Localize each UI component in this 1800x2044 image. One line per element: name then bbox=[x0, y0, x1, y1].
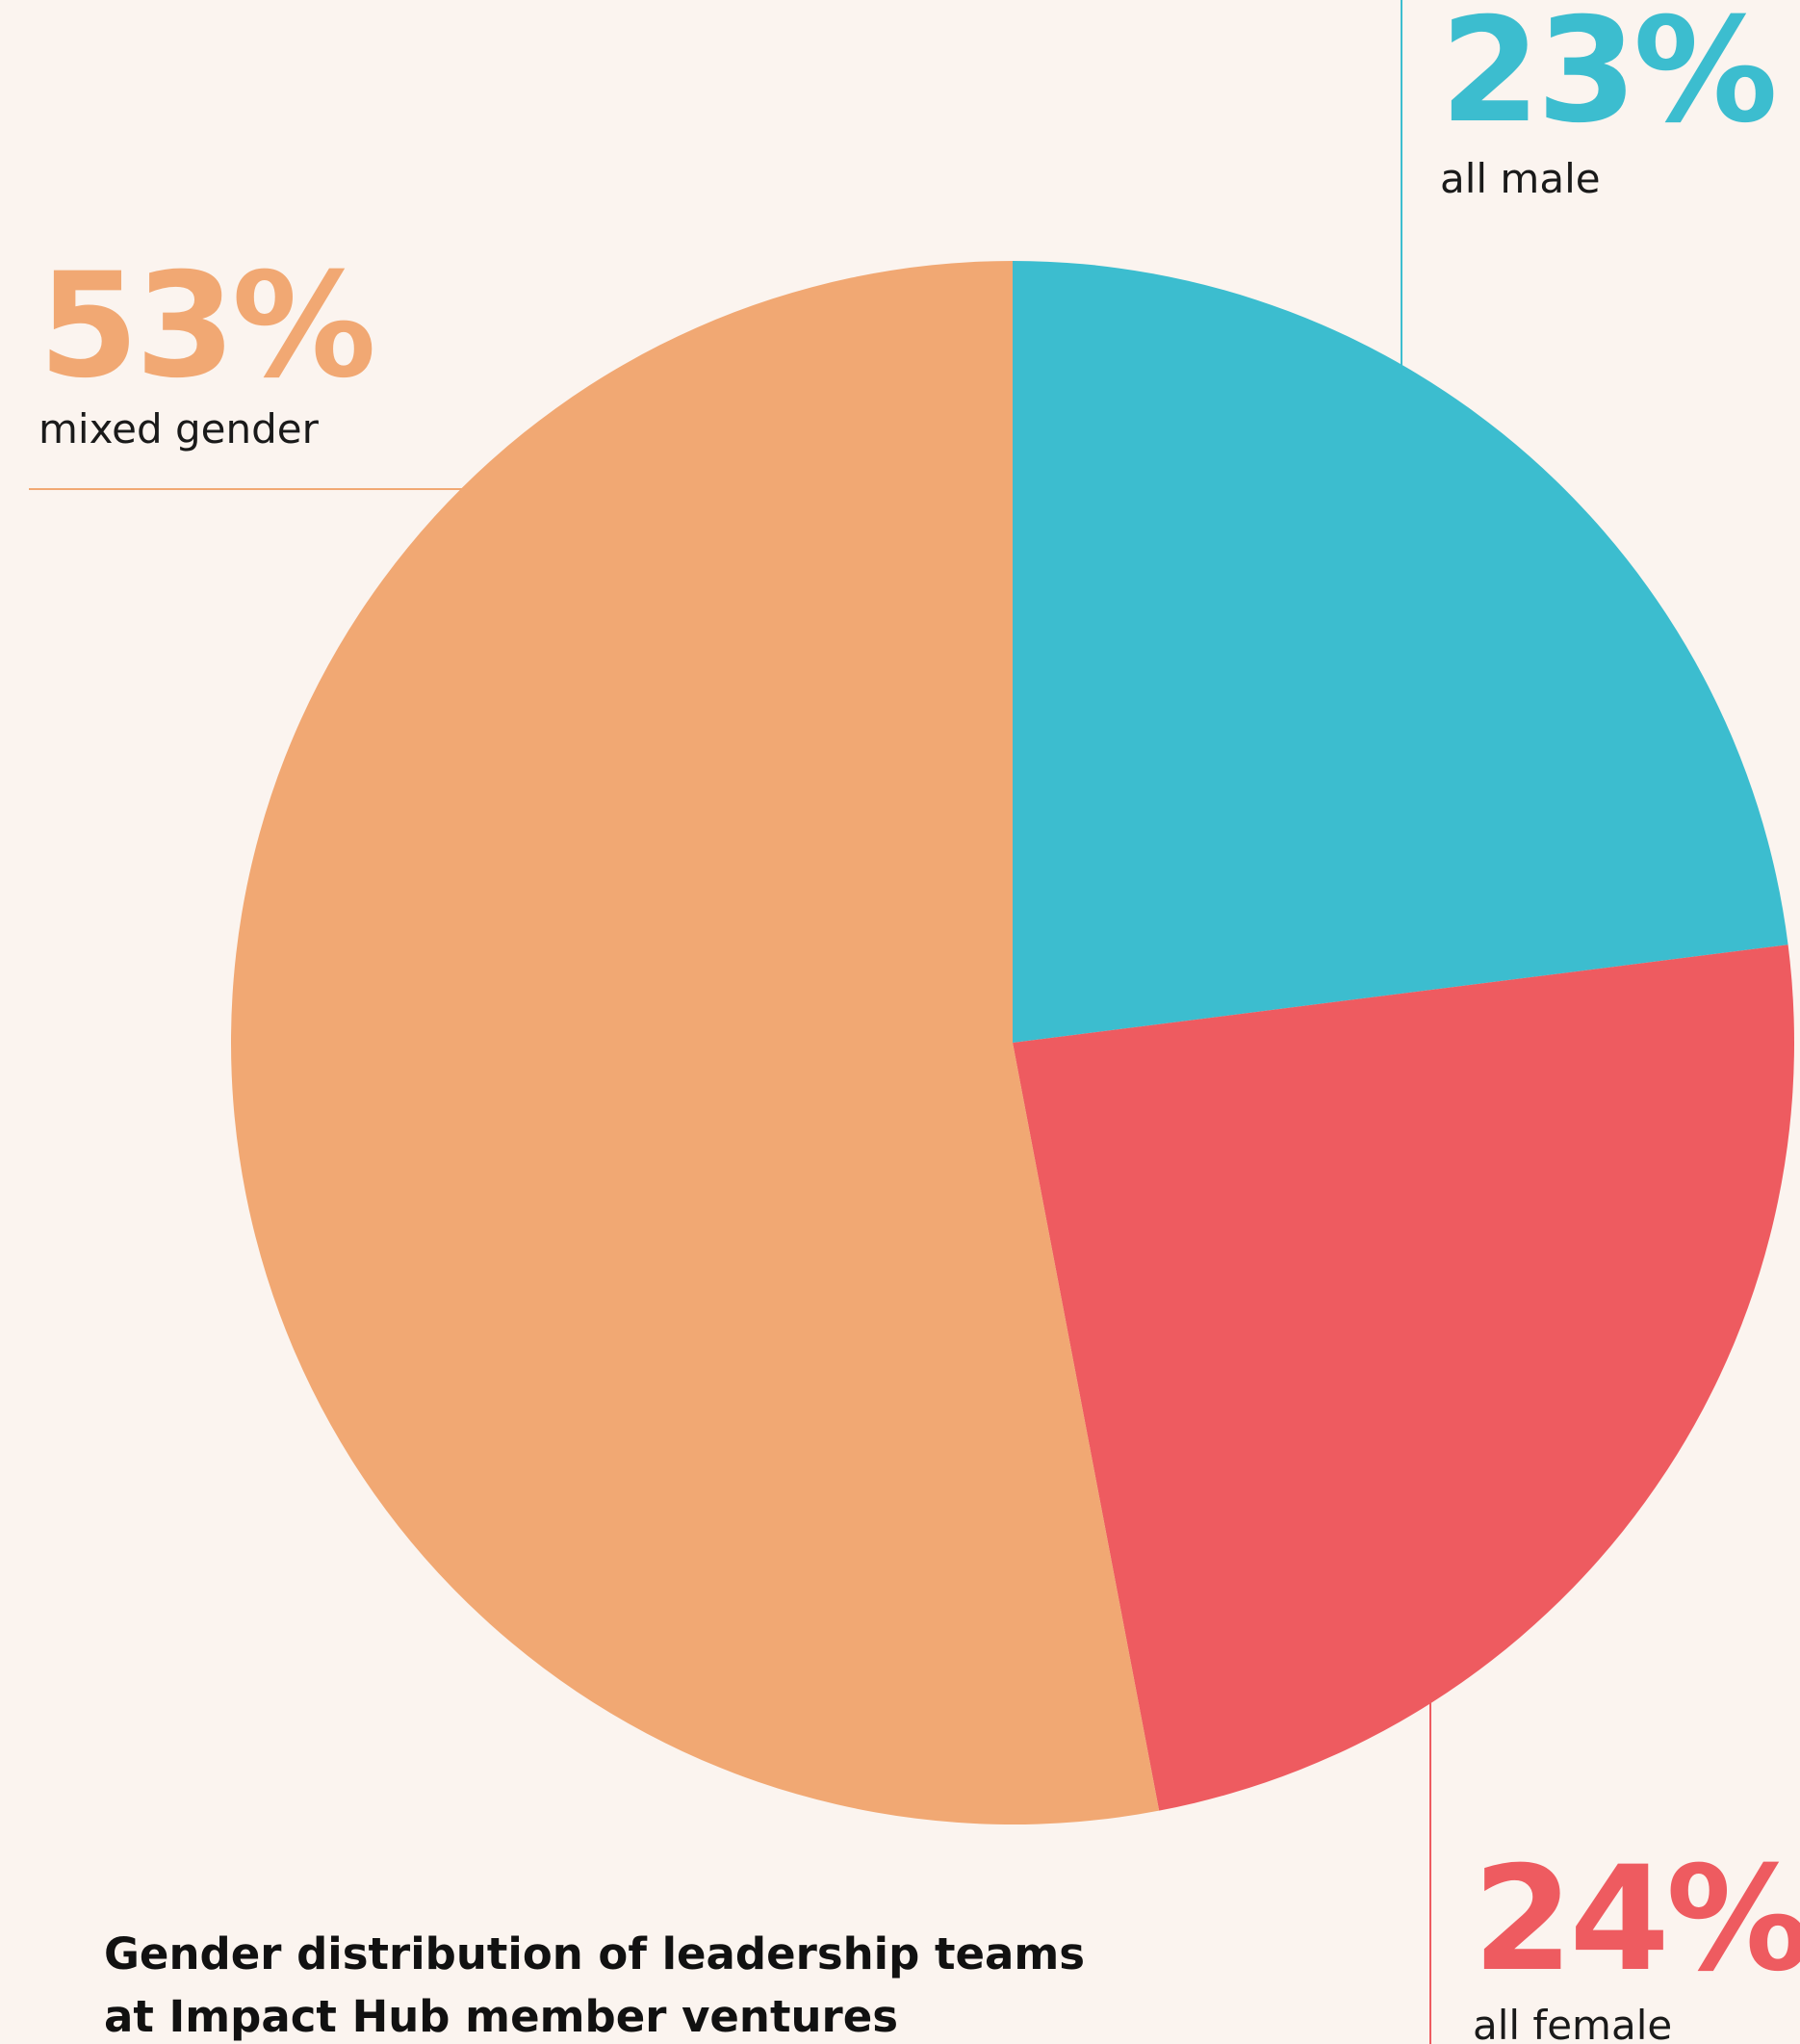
page: 23%all male 24%all female 53%mixed gender G… bbox=[0, 0, 1800, 2044]
chart-title: at Impact Hub member ventures bbox=[104, 1991, 898, 2042]
category-label: all female bbox=[1473, 2002, 1672, 2044]
pie-slice bbox=[1013, 261, 1788, 1043]
category-label: mixed gender bbox=[39, 405, 320, 453]
chart: 23%all male 24%all female 53%mixed gender G… bbox=[0, 0, 1800, 2044]
category-label: all male bbox=[1440, 155, 1601, 202]
value-label: 23% bbox=[1440, 0, 1774, 155]
value-label: 53% bbox=[39, 243, 373, 410]
value-label: 24% bbox=[1473, 1836, 1800, 2004]
chart-title: Gender distribution of leadership teams bbox=[104, 1928, 1085, 1979]
